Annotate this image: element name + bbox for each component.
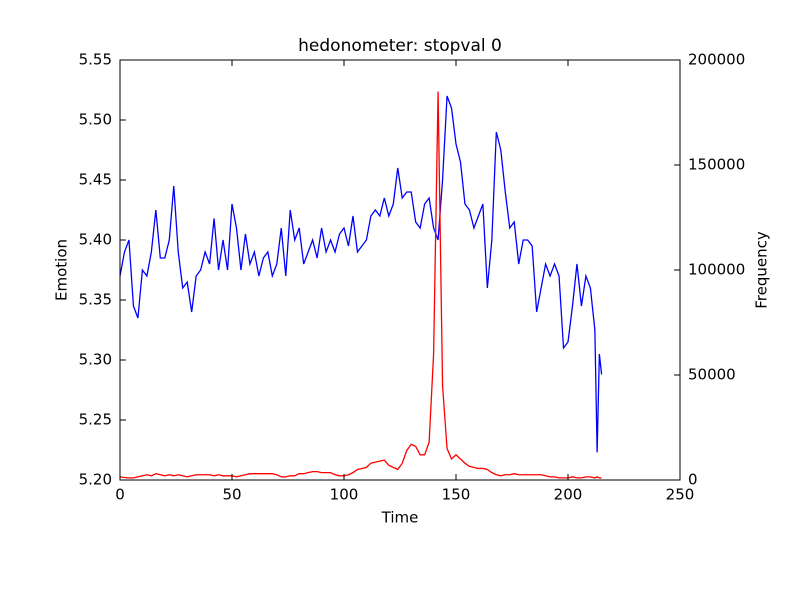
- data-line: [119, 91, 602, 479]
- x-tick-label: 100: [330, 486, 359, 504]
- y2-tick-label: 200000: [688, 51, 745, 69]
- y2-tick-label: 100000: [688, 261, 745, 279]
- x-tick-label: 200: [554, 486, 583, 504]
- x-tick-label: 0: [115, 486, 125, 504]
- y2-tick-label: 150000: [688, 156, 745, 174]
- y2-tick-label: 50000: [688, 366, 736, 384]
- x-tick-label: 250: [666, 486, 695, 504]
- y-tick-label: 5.30: [79, 351, 112, 369]
- y2-axis-label: Frequency: [753, 231, 771, 309]
- y2-tick-label: 0: [688, 471, 698, 489]
- x-tick-label: 50: [222, 486, 241, 504]
- y-axis-label: Emotion: [53, 239, 71, 301]
- y-tick-label: 5.20: [79, 471, 112, 489]
- x-axis-label: Time: [381, 509, 419, 527]
- y-tick-label: 5.35: [79, 291, 112, 309]
- y-tick-label: 5.40: [79, 231, 112, 249]
- y-tick-label: 5.45: [79, 171, 112, 189]
- data-line: [119, 95, 603, 453]
- y-tick-label: 5.25: [79, 411, 112, 429]
- x-tick-label: 150: [442, 486, 471, 504]
- chart-title: hedonometer: stopval 0: [298, 36, 502, 56]
- y-tick-label: 5.50: [79, 111, 112, 129]
- y-tick-label: 5.55: [79, 51, 112, 69]
